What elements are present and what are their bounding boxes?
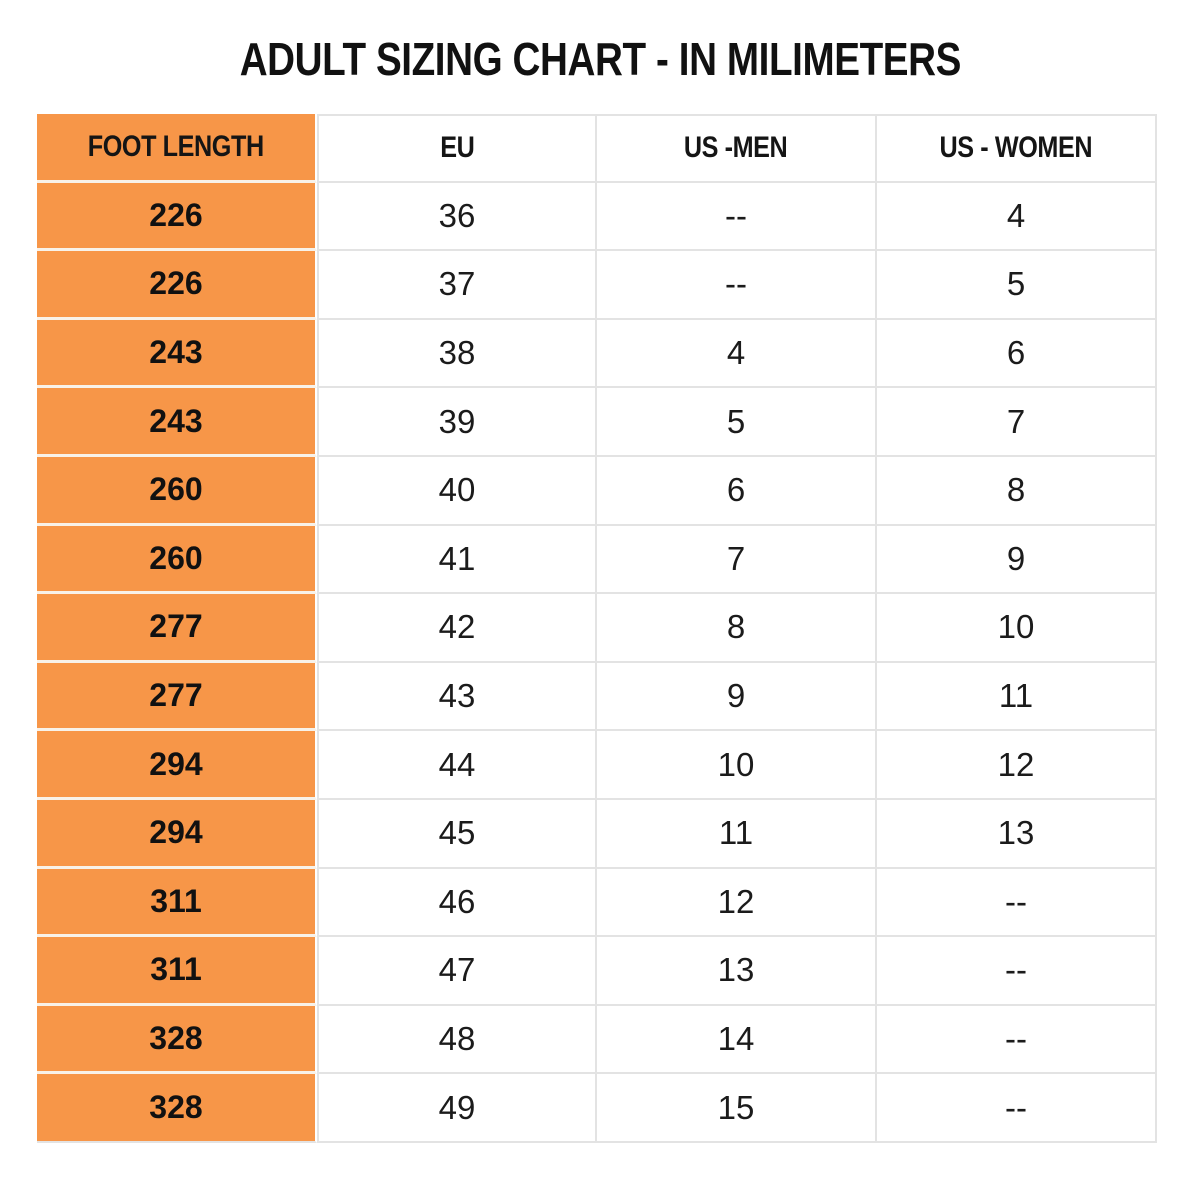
cell-foot-length: 328 [37, 1074, 317, 1143]
cell-eu: 45 [317, 799, 597, 869]
table-row: 260 40 6 8 [37, 456, 1157, 526]
cell-us-men: 8 [597, 594, 877, 663]
cell-us-women: 13 [877, 799, 1157, 869]
cell-us-men: 14 [597, 1005, 877, 1075]
table-row: 294 44 10 12 [37, 731, 1157, 800]
cell-foot-length: 311 [37, 937, 317, 1006]
cell-us-men: 7 [597, 525, 877, 595]
cell-foot-length: 328 [37, 1005, 317, 1075]
cell-us-men: 15 [597, 1074, 877, 1143]
cell-us-men: 9 [597, 662, 877, 732]
cell-eu: 42 [317, 594, 597, 663]
cell-us-women: -- [877, 1074, 1157, 1143]
column-header-us-women: US - WOMEN [877, 114, 1157, 183]
table-row: 277 43 9 11 [37, 662, 1157, 732]
page-title: ADULT SIZING CHART - IN MILIMETERS [0, 0, 1200, 86]
cell-us-men: -- [597, 251, 877, 320]
cell-foot-length: 311 [37, 868, 317, 938]
cell-foot-length: 243 [37, 319, 317, 389]
cell-eu: 37 [317, 251, 597, 320]
table-row: 311 47 13 -- [37, 937, 1157, 1006]
table-row: 243 38 4 6 [37, 319, 1157, 389]
table-row: 294 45 11 13 [37, 799, 1157, 869]
header-row: FOOT LENGTH EU US -MEN US - WOMEN [37, 114, 1157, 183]
cell-us-men: 13 [597, 937, 877, 1006]
cell-us-women: 7 [877, 388, 1157, 457]
column-header-eu-text: EU [439, 131, 475, 165]
cell-eu: 41 [317, 525, 597, 595]
cell-us-men: 12 [597, 868, 877, 938]
table-row: 260 41 7 9 [37, 525, 1157, 595]
cell-us-men: 6 [597, 456, 877, 526]
cell-eu: 46 [317, 868, 597, 938]
table-row: 328 48 14 -- [37, 1005, 1157, 1075]
cell-foot-length: 260 [37, 525, 317, 595]
cell-eu: 44 [317, 731, 597, 800]
cell-us-women: -- [877, 937, 1157, 1006]
column-header-foot-length: FOOT LENGTH [37, 114, 317, 183]
cell-foot-length: 277 [37, 662, 317, 732]
cell-eu: 39 [317, 388, 597, 457]
cell-foot-length: 226 [37, 251, 317, 320]
cell-eu: 36 [317, 182, 597, 252]
cell-eu: 43 [317, 662, 597, 732]
cell-us-women: 12 [877, 731, 1157, 800]
cell-us-women: 9 [877, 525, 1157, 595]
cell-foot-length: 294 [37, 799, 317, 869]
cell-us-men: 11 [597, 799, 877, 869]
cell-foot-length: 243 [37, 388, 317, 457]
cell-foot-length: 294 [37, 731, 317, 800]
cell-us-men: -- [597, 182, 877, 252]
cell-us-women: 11 [877, 662, 1157, 732]
table-row: 277 42 8 10 [37, 594, 1157, 663]
table-row: 226 36 -- 4 [37, 182, 1157, 252]
cell-eu: 49 [317, 1074, 597, 1143]
cell-us-men: 5 [597, 388, 877, 457]
table-row: 311 46 12 -- [37, 868, 1157, 938]
cell-us-women: 5 [877, 251, 1157, 320]
cell-eu: 48 [317, 1005, 597, 1075]
page-title-text: ADULT SIZING CHART - IN MILIMETERS [239, 33, 961, 85]
cell-eu: 40 [317, 456, 597, 526]
cell-us-women: -- [877, 868, 1157, 938]
cell-eu: 47 [317, 937, 597, 1006]
cell-eu: 38 [317, 319, 597, 389]
table-row: 226 37 -- 5 [37, 251, 1157, 320]
column-header-us-women-text: US - WOMEN [939, 131, 1093, 165]
cell-us-women: 6 [877, 319, 1157, 389]
cell-foot-length: 226 [37, 182, 317, 252]
cell-foot-length: 277 [37, 594, 317, 663]
column-header-us-men: US -MEN [597, 114, 877, 183]
table-row: 328 49 15 -- [37, 1074, 1157, 1143]
column-header-foot-length-text: FOOT LENGTH [88, 129, 264, 163]
cell-us-women: -- [877, 1005, 1157, 1075]
column-header-eu: EU [317, 114, 597, 183]
cell-us-men: 4 [597, 319, 877, 389]
sizing-table: FOOT LENGTH EU US -MEN US - WOMEN 226 36… [37, 114, 1157, 1143]
cell-us-women: 10 [877, 594, 1157, 663]
column-header-us-men-text: US -MEN [684, 131, 788, 165]
cell-us-men: 10 [597, 731, 877, 800]
cell-us-women: 8 [877, 456, 1157, 526]
cell-us-women: 4 [877, 182, 1157, 252]
table-row: 243 39 5 7 [37, 388, 1157, 457]
cell-foot-length: 260 [37, 456, 317, 526]
